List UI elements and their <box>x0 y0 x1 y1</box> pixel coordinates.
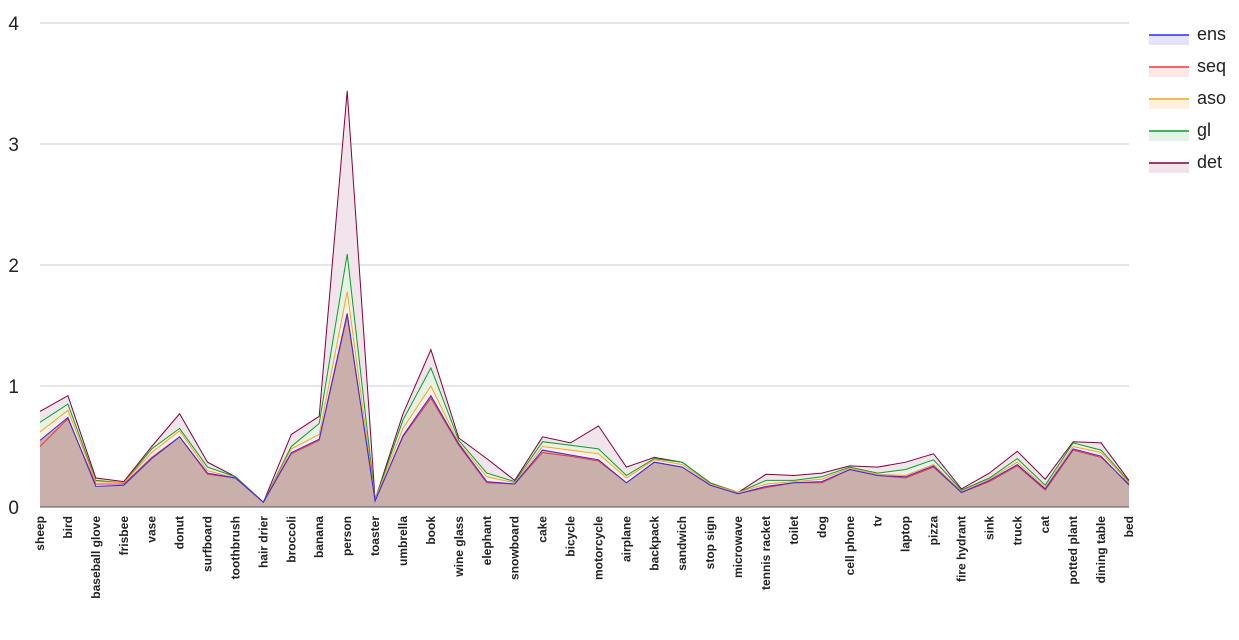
y-tick-label: 0 <box>8 498 19 519</box>
x-tick-label: dining table <box>1094 516 1108 584</box>
x-tick-label: microwave <box>731 516 745 578</box>
legend-swatch-gl <box>1149 131 1189 141</box>
gridlines <box>40 22 1129 387</box>
x-tick-label: pizza <box>927 516 941 546</box>
x-tick-label: truck <box>1010 516 1024 546</box>
x-tick-label: vase <box>145 516 159 543</box>
y-tick-label: 4 <box>8 14 19 35</box>
x-tick-label: hair drier <box>256 516 270 568</box>
legend-swatch-aso <box>1149 99 1189 109</box>
y-tick-label: 3 <box>8 135 19 156</box>
x-tick-label: frisbee <box>117 516 131 556</box>
y-tick-label: 1 <box>8 377 19 398</box>
x-tick-label: bed <box>1122 516 1136 537</box>
x-tick-label: person <box>340 516 354 556</box>
line-aso <box>39 291 1130 503</box>
x-tick-label: backpack <box>647 516 661 571</box>
legend-swatch-ens <box>1149 35 1189 45</box>
x-tick-label: sheep <box>33 516 47 551</box>
x-tick-label: cat <box>1038 516 1052 533</box>
x-tick-label: broccoli <box>284 516 298 563</box>
legend-label-aso: aso <box>1197 88 1226 108</box>
y-tick-label: 2 <box>8 256 19 277</box>
x-tick-label: tv <box>871 516 885 527</box>
x-tick-label: snowboard <box>508 516 522 580</box>
x-tick-label: toothbrush <box>228 516 242 579</box>
x-tick-label: cell phone <box>843 516 857 576</box>
x-tick-label: donut <box>173 516 187 549</box>
x-tick-label: airplane <box>619 516 633 562</box>
legend-swatch-seq <box>1149 67 1189 77</box>
x-tick-label: tennis racket <box>759 516 773 590</box>
series-areas <box>40 90 1129 508</box>
x-tick-label: bird <box>61 516 75 539</box>
x-tick-label: dog <box>815 516 829 538</box>
x-tick-label: elephant <box>480 516 494 565</box>
legend-label-seq: seq <box>1197 56 1226 76</box>
x-tick-label: sink <box>982 516 996 540</box>
area-det <box>40 90 1129 508</box>
x-tick-label: banana <box>312 516 326 558</box>
x-tick-label: surfboard <box>201 516 215 572</box>
line-gl <box>39 254 1130 504</box>
x-tick-label: sandwich <box>675 516 689 571</box>
x-tick-label: stop sign <box>703 516 717 569</box>
x-tick-label: book <box>424 516 438 545</box>
legend: ens seq aso gl det <box>1149 24 1226 173</box>
x-tick-label: wine glass <box>452 516 466 578</box>
x-tick-label: toaster <box>368 516 382 556</box>
x-tick-label: potted plant <box>1066 516 1080 585</box>
x-tick-label: cake <box>536 516 550 543</box>
line-det <box>39 90 1130 504</box>
legend-swatch-det <box>1149 163 1189 173</box>
line-ens <box>39 313 1130 503</box>
series-lines <box>39 90 1130 504</box>
x-tick-label: baseball glove <box>89 516 103 599</box>
x-tick-label: bicycle <box>564 516 578 557</box>
legend-label-det: det <box>1197 152 1222 172</box>
x-tick-label: motorcycle <box>591 516 605 580</box>
area-overlap <box>40 313 1129 507</box>
x-tick-label: laptop <box>899 516 913 552</box>
legend-label-gl: gl <box>1197 120 1211 140</box>
x-tick-label: toilet <box>787 516 801 545</box>
x-tick-label: umbrella <box>396 516 410 566</box>
legend-label-ens: ens <box>1197 24 1226 44</box>
x-tick-label: fire hydrant <box>954 516 968 582</box>
